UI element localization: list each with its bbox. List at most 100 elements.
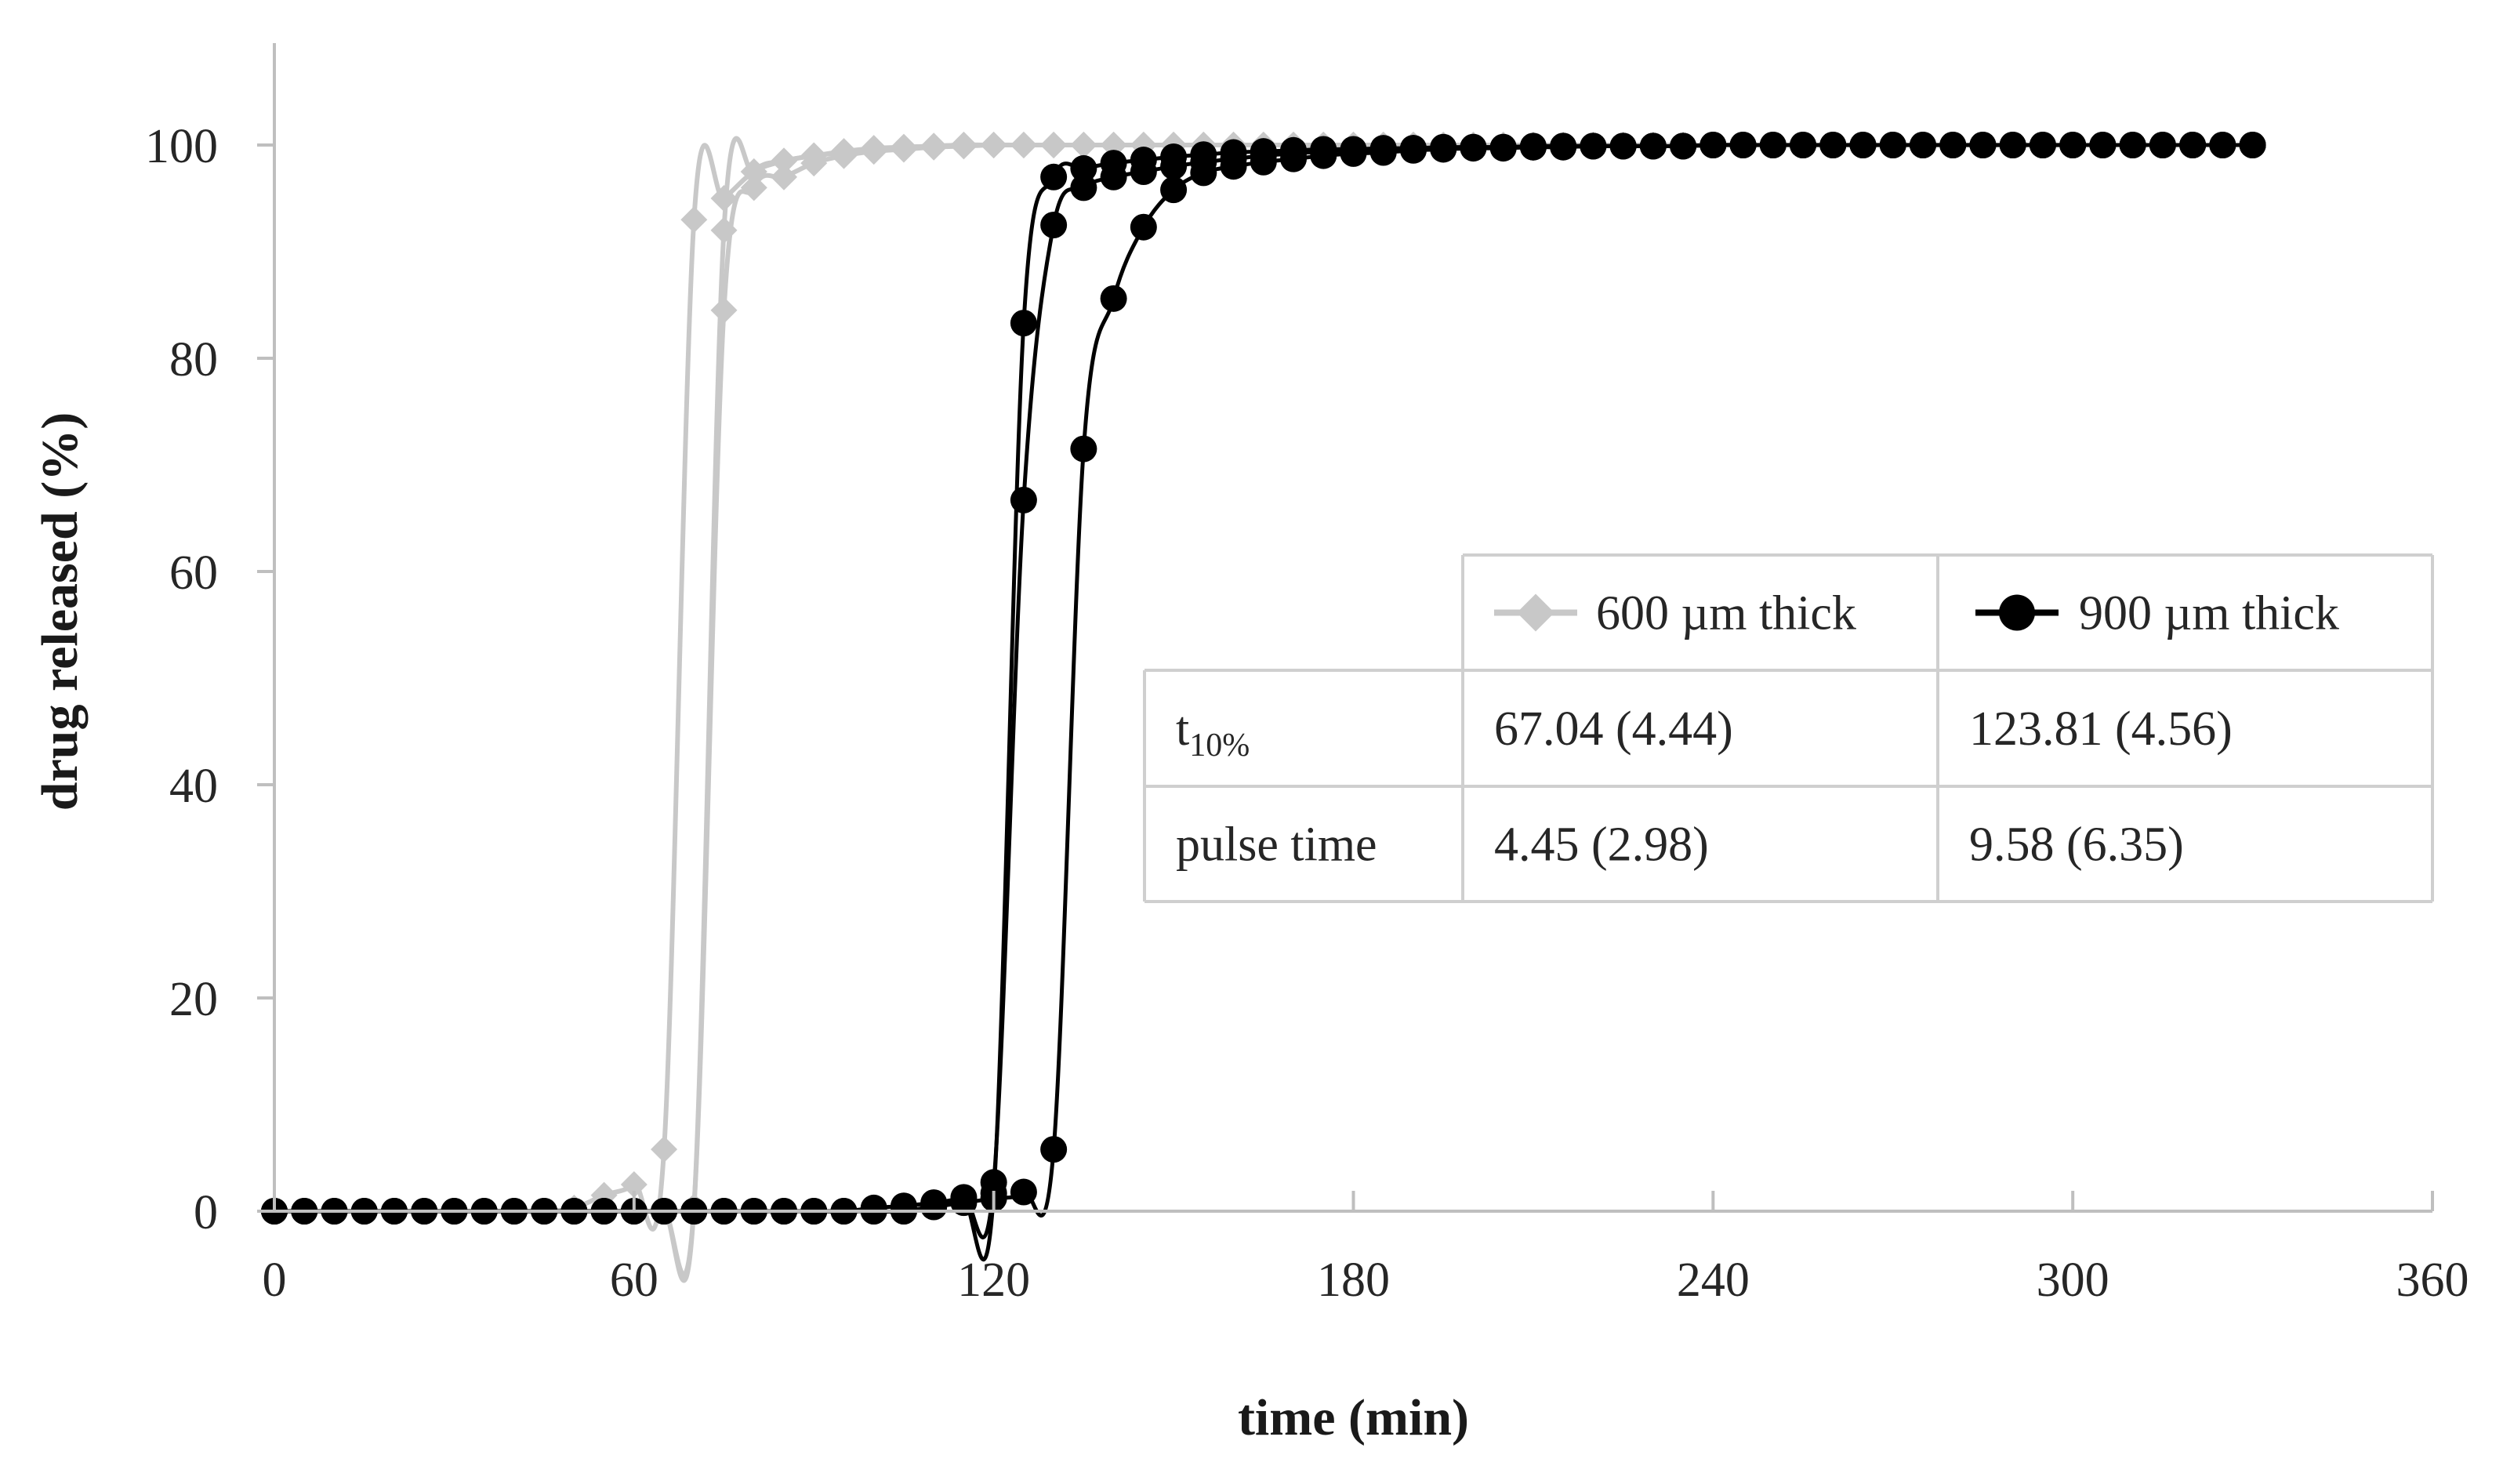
data-point bbox=[800, 142, 828, 169]
data-point bbox=[980, 132, 1007, 158]
y-tick-label: 40 bbox=[169, 760, 218, 813]
data-point bbox=[1190, 159, 1217, 187]
data-point bbox=[1040, 163, 1068, 190]
data-point bbox=[1010, 132, 1037, 158]
data-point bbox=[920, 1193, 948, 1221]
data-point bbox=[1250, 148, 1277, 176]
data-point bbox=[1070, 174, 1097, 201]
y-tick-label: 0 bbox=[194, 1186, 218, 1239]
data-point bbox=[651, 1136, 678, 1163]
cell-pulse-time-600um: 4.45 (2.98) bbox=[1494, 818, 1709, 872]
y-tick-label: 20 bbox=[169, 973, 218, 1026]
data-point bbox=[1040, 212, 1068, 238]
data-point bbox=[1399, 136, 1427, 164]
cell-t10-600um: 67.04 (4.44) bbox=[1494, 702, 1733, 756]
legend-swatch-600um bbox=[1494, 593, 1577, 632]
y-tick-label: 80 bbox=[169, 333, 218, 386]
data-point bbox=[1580, 132, 1607, 160]
data-point bbox=[1100, 285, 1127, 312]
data-point bbox=[950, 1189, 978, 1217]
y-tick-label: 60 bbox=[169, 546, 218, 600]
data-point bbox=[1639, 132, 1667, 160]
x-tick-label: 360 bbox=[2396, 1254, 2469, 1307]
data-point bbox=[710, 216, 738, 244]
data-point bbox=[2209, 132, 2236, 158]
data-point bbox=[1849, 132, 1877, 158]
data-point bbox=[1160, 153, 1188, 180]
data-point bbox=[740, 174, 767, 201]
legend-swatch-900um bbox=[1975, 594, 2059, 631]
data-point bbox=[1460, 135, 1487, 162]
data-point bbox=[860, 135, 887, 162]
data-point bbox=[2179, 132, 2207, 158]
data-point bbox=[1010, 310, 1037, 337]
data-point bbox=[1489, 135, 1517, 162]
data-point bbox=[710, 296, 738, 324]
x-tick-label: 0 bbox=[263, 1254, 287, 1307]
data-point bbox=[2059, 132, 2087, 158]
x-tick-label: 240 bbox=[1677, 1254, 1750, 1307]
data-point bbox=[1280, 145, 1308, 172]
data-point bbox=[1519, 133, 1547, 161]
data-point bbox=[1670, 132, 1697, 160]
data-point bbox=[1369, 139, 1397, 166]
legend-table-grid bbox=[1143, 553, 2434, 903]
x-tick-label: 60 bbox=[610, 1254, 658, 1307]
data-point bbox=[1819, 132, 1847, 158]
data-point bbox=[1729, 132, 1757, 158]
data-point bbox=[1220, 153, 1247, 180]
data-point bbox=[1130, 213, 1157, 241]
data-point bbox=[1550, 133, 1577, 161]
data-point bbox=[1759, 132, 1787, 158]
data-point bbox=[1130, 158, 1157, 185]
data-point bbox=[2089, 132, 2117, 158]
row-label-pulse-time: pulse time bbox=[1176, 818, 1377, 872]
data-point bbox=[1100, 163, 1127, 190]
data-point bbox=[1879, 132, 1906, 158]
data-point bbox=[1070, 435, 1097, 463]
data-point bbox=[1999, 132, 2026, 158]
legend-label-600um: 600 µm thick bbox=[1596, 587, 1856, 640]
data-point bbox=[2119, 132, 2146, 158]
data-point bbox=[950, 132, 978, 158]
row-label-t10-subscript: 10% bbox=[1189, 727, 1250, 764]
data-point bbox=[740, 158, 767, 185]
data-point bbox=[1939, 132, 1967, 158]
row-label-t10-base: t bbox=[1176, 702, 1189, 756]
data-point bbox=[2239, 132, 2266, 158]
series-layer bbox=[261, 132, 2266, 1283]
data-point bbox=[1430, 136, 1457, 163]
x-axis-ticks: 0 60 120 180 240 300 360 bbox=[263, 1191, 2469, 1307]
data-point bbox=[1340, 140, 1367, 167]
data-point bbox=[771, 147, 798, 175]
legend-label-900um: 900 µm thick bbox=[2079, 587, 2339, 640]
data-point bbox=[1909, 132, 1936, 158]
data-point bbox=[1070, 132, 1097, 158]
legend-diamond-marker bbox=[1517, 593, 1554, 632]
cell-t10-900um: 123.81 (4.56) bbox=[1969, 702, 2233, 756]
data-point bbox=[920, 132, 948, 160]
data-point bbox=[1040, 132, 1068, 158]
x-tick-label: 180 bbox=[1317, 1254, 1390, 1307]
data-point bbox=[620, 1171, 648, 1198]
data-point bbox=[1609, 132, 1637, 160]
data-point bbox=[1010, 1178, 1037, 1206]
data-point bbox=[2149, 132, 2176, 158]
row-label-t10: t10% bbox=[1176, 702, 1250, 764]
x-axis-title: time (min) bbox=[1238, 1389, 1469, 1446]
data-point bbox=[890, 133, 917, 161]
data-point bbox=[1040, 1136, 1068, 1163]
data-point bbox=[1010, 486, 1037, 513]
data-point bbox=[1310, 142, 1337, 169]
data-point bbox=[1700, 132, 1727, 158]
y-axis-title: drug released (%) bbox=[31, 412, 89, 811]
data-point bbox=[771, 163, 798, 190]
legend-table: 600 µm thick 900 µm thick t10% 67.04 (4.… bbox=[1143, 553, 2434, 903]
data-point bbox=[830, 138, 858, 165]
data-point bbox=[1969, 132, 1997, 158]
y-tick-label: 100 bbox=[145, 120, 218, 173]
x-tick-label: 120 bbox=[957, 1254, 1030, 1307]
data-point bbox=[1790, 132, 1817, 158]
